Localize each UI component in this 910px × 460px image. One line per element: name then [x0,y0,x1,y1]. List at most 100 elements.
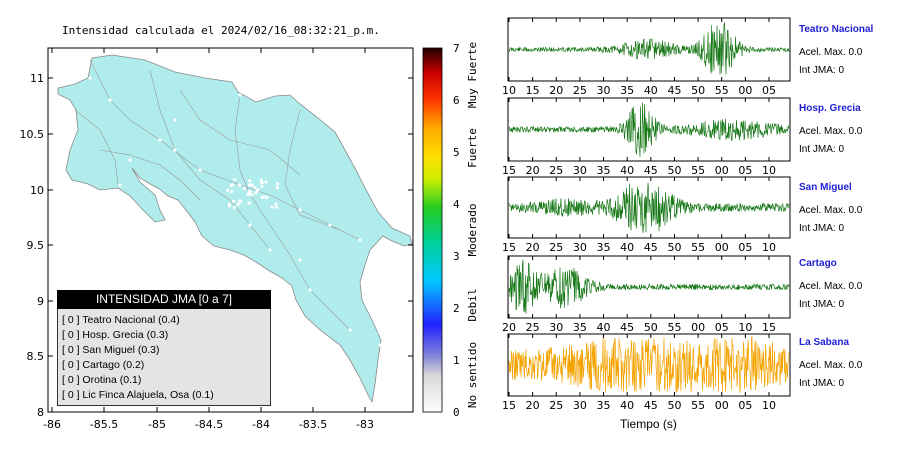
time-tick-label: 20 [526,241,540,254]
town-dot [227,204,231,208]
town-dot [348,328,352,332]
colorbar-category-label: Fuerte [466,128,479,168]
intensity-colorbar [422,47,443,413]
time-tick-label: 45 [644,241,658,254]
town-dot [275,186,280,190]
town-markers [88,76,382,347]
time-tick-label: 50 [667,399,681,412]
town-dot [248,189,252,193]
town-dot [108,98,112,102]
map-lon-tick-label: -83 [356,418,374,431]
town-dot [264,195,268,199]
legend-header: INTENSIDAD JMA [0 a 7] [57,290,271,309]
time-tick-label: 00 [691,321,705,334]
time-tick-label: 10 [762,164,776,177]
town-dot [236,202,240,207]
time-tick-label: 35 [597,164,611,177]
time-tick-label: 40 [644,84,658,97]
time-tick-label: 20 [502,321,516,334]
town-dot [173,148,177,152]
waveform-panel: 10 15 20 25 30 35 40 45 50 55 00 05 [502,17,791,97]
station-int: Int JMA: 0 [799,378,845,389]
town-dot [128,158,132,162]
station-acel: Acel. Max. 0.0 [799,360,863,371]
station-name: Hosp. Grecia [799,103,861,114]
time-tick-label: 45 [644,399,658,412]
time-tick-label: 35 [573,321,587,334]
time-tick-label: 45 [667,84,681,97]
station-acel: Acel. Max. 0.0 [799,126,863,137]
map-lat-tick-label: 11 [30,72,44,85]
town-dot [231,199,236,203]
time-tick-label: 15 [502,399,516,412]
time-tick-label: 50 [667,241,681,254]
town-dot [230,189,234,193]
time-tick-label: 55 [691,399,705,412]
map-lon-tick-label: -86 [43,418,61,431]
town-dot [378,343,382,347]
town-dot [248,179,252,183]
station-name: Cartago [799,258,837,269]
colorbar-value-label: 5 [453,146,460,159]
colorbar-category-label: Muy Fuerte [466,42,479,108]
town-dot [275,182,280,186]
time-tick-label: 55 [667,321,681,334]
waveform-panel: 15 20 25 30 35 40 45 50 55 00 05 10 [502,97,791,177]
town-dot [242,186,246,191]
station-acel: Acel. Max. 0.0 [799,205,863,216]
town-dot [358,238,362,242]
town-dot [232,205,236,210]
town-dot [308,288,312,292]
time-tick-label: 15 [502,241,516,254]
time-tick-label: 05 [715,321,729,334]
town-dot [88,76,92,80]
map-lon-tick-label: -83.5 [299,418,327,431]
waveform-panel: 15 20 25 30 35 40 45 50 55 00 05 10 [502,176,791,254]
time-tick-label: 10 [762,399,776,412]
town-dot [260,181,264,185]
colorbar-value-label: 7 [453,42,460,55]
town-dot [268,248,272,252]
time-tick-label: 55 [715,84,729,97]
town-dot [230,183,235,187]
town-dot [256,188,260,192]
time-tick-label: 00 [715,241,729,254]
map-lon-tick-label: -84 [252,418,270,431]
town-dot [260,184,264,189]
town-dot [237,183,242,187]
station-name: La Sabana [799,337,850,348]
town-dot [298,258,302,262]
time-tick-label: 45 [620,321,634,334]
map-title: Intensidad calculada el 2024/02/16_08:32… [62,24,380,37]
town-dot [247,201,251,205]
time-tick-label: 00 [715,399,729,412]
map-lat-tick-label: 8.5 [27,350,45,363]
map-lon-tick-label: -85 [148,418,166,431]
time-tick-label: 40 [597,321,611,334]
time-tick-label: 25 [549,241,563,254]
legend-box [57,290,271,406]
waveform-trace [508,335,790,394]
waveform-panel: 20 25 30 35 40 45 50 55 00 05 10 15 [502,255,791,334]
station-int: Int JMA: 0 [799,299,845,310]
town-dot [226,188,230,192]
station-acel: Acel. Max. 0.0 [799,47,863,58]
station-int: Int JMA: 0 [799,65,845,76]
time-tick-label: 30 [573,399,587,412]
map-lat-tick-label: 9 [37,295,44,308]
time-tick-label: 30 [573,241,587,254]
time-tick-label: 35 [597,399,611,412]
time-tick-label: 05 [738,164,752,177]
town-dot [198,168,202,172]
time-tick-label: 20 [526,164,540,177]
colorbar-value-label: 4 [453,198,460,211]
town-dot [328,223,332,227]
colorbar-value-label: 1 [453,354,460,367]
map-axis-ticks: 11 10.5 10 9.5 9 8.5 8-86 -85.5 -85 -84.5 -84 -83.5… [20,48,413,431]
colorbar-category-label: Moderado [466,204,479,257]
time-tick-label: 35 [620,84,634,97]
time-tick-label: 05 [738,399,752,412]
colorbar-value-label: 0 [453,406,460,419]
waveform-trace [508,259,790,314]
town-dot [260,195,265,200]
